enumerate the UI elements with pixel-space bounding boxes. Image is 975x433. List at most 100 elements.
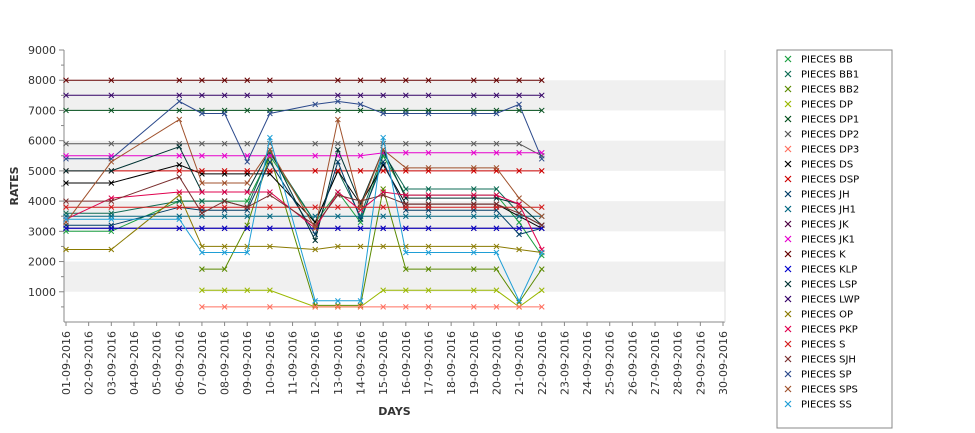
data-point-marker — [380, 110, 387, 117]
data-point-marker — [108, 140, 115, 147]
data-point-marker — [199, 189, 205, 195]
legend-marker — [784, 355, 792, 363]
legend-marker — [784, 175, 792, 183]
data-point-marker — [221, 249, 228, 256]
series-line — [201, 154, 543, 306]
series-pieces-ss — [63, 134, 545, 304]
x-tick-label: 28-09-2016 — [672, 331, 685, 395]
data-point-marker — [335, 146, 341, 153]
data-point-marker — [470, 140, 477, 147]
x-tick-label: 05-09-2016 — [151, 331, 164, 395]
legend-item: PIECES SJH — [784, 355, 856, 366]
data-point-marker — [493, 249, 500, 256]
data-point-marker — [244, 77, 251, 84]
data-point-marker — [312, 152, 319, 159]
x-tick-label: 09-09-2016 — [241, 331, 254, 395]
data-point-marker — [516, 168, 522, 174]
y-tick-label: 8000 — [28, 74, 56, 87]
legend-marker — [784, 220, 792, 228]
data-point-marker — [267, 243, 273, 250]
data-point-marker — [244, 249, 251, 256]
data-point-marker — [221, 225, 228, 232]
data-point-marker — [176, 189, 183, 195]
data-point-marker — [244, 180, 251, 186]
data-point-marker — [335, 158, 341, 165]
data-point-marker — [244, 189, 251, 195]
data-point-marker — [493, 186, 500, 192]
data-point-marker — [199, 266, 205, 272]
data-point-marker — [267, 92, 273, 99]
legend-item: PIECES DP2 — [784, 130, 859, 141]
legend-item: PIECES BB1 — [784, 70, 859, 81]
legend-label: PIECES LWP — [801, 295, 860, 306]
data-point-marker — [244, 225, 251, 232]
legend-label: PIECES JH — [801, 190, 850, 201]
data-point-marker — [108, 180, 115, 186]
data-point-marker — [221, 152, 228, 159]
data-point-marker — [380, 168, 387, 174]
data-point-marker — [176, 98, 183, 105]
data-point-marker — [538, 287, 545, 294]
data-point-marker — [357, 107, 364, 114]
data-point-marker — [199, 152, 205, 159]
x-tick-label: 11-09-2016 — [287, 331, 300, 395]
data-point-marker — [221, 213, 228, 220]
data-point-marker — [538, 77, 545, 84]
legend-marker — [784, 55, 792, 63]
x-tick-label: 24-09-2016 — [581, 331, 594, 395]
data-point-marker — [425, 186, 432, 192]
data-point-marker — [425, 201, 432, 207]
data-point-marker — [176, 174, 183, 180]
data-point-marker — [470, 287, 477, 294]
y-tick-label: 3000 — [28, 225, 56, 238]
data-point-marker — [244, 92, 251, 99]
data-point-marker — [221, 266, 228, 272]
x-tick-label: 20-09-2016 — [490, 331, 503, 395]
x-tick-label: 21-09-2016 — [513, 331, 526, 395]
data-point-marker — [221, 304, 228, 310]
y-tick-label: 7000 — [28, 104, 56, 117]
data-point-marker — [425, 304, 432, 310]
data-point-marker — [108, 77, 115, 84]
data-point-marker — [493, 266, 500, 272]
data-point-marker — [244, 204, 251, 211]
legend-marker — [784, 280, 792, 288]
data-point-marker — [493, 304, 500, 310]
data-point-marker — [493, 243, 500, 250]
x-ticks: 01-09-2016 02-09-2016 03-09-2016 04-09-2016… — [60, 322, 730, 395]
x-tick-label: 16-09-2016 — [400, 331, 413, 395]
data-point-marker — [199, 198, 205, 204]
data-point-marker — [108, 168, 115, 174]
data-point-marker — [425, 287, 432, 294]
data-point-marker — [357, 297, 364, 304]
series-pieces-dp3 — [199, 304, 545, 310]
legend: PIECES BB PIECES BB1 PIECES BB2 PIECES DP PI… — [776, 49, 893, 429]
data-point-marker — [221, 92, 228, 99]
data-point-marker — [402, 225, 409, 232]
data-point-marker — [244, 168, 251, 174]
y-tick-label: 1000 — [28, 286, 56, 299]
legend-item: PIECES OP — [784, 310, 853, 321]
data-point-marker — [516, 246, 522, 253]
data-point-marker — [516, 77, 522, 84]
data-point-marker — [402, 140, 409, 147]
data-point-marker — [176, 161, 183, 168]
data-point-marker — [199, 92, 205, 99]
x-tick-label: 26-09-2016 — [626, 331, 639, 395]
data-point-marker — [402, 266, 409, 272]
data-point-marker — [312, 246, 319, 253]
data-point-marker — [244, 287, 251, 294]
y-axis-title: RATES — [8, 166, 21, 205]
data-point-marker — [335, 77, 341, 84]
x-tick-label: 06-09-2016 — [173, 331, 186, 395]
legend-label: PIECES S — [801, 340, 845, 351]
data-point-marker — [199, 168, 205, 174]
data-point-marker — [199, 243, 205, 250]
series-pieces-k — [63, 77, 545, 84]
x-tick-label: 10-09-2016 — [264, 331, 277, 395]
data-point-marker — [176, 143, 183, 150]
legend-label: PIECES OP — [801, 310, 853, 321]
legend-item: PIECES JK1 — [784, 235, 855, 246]
